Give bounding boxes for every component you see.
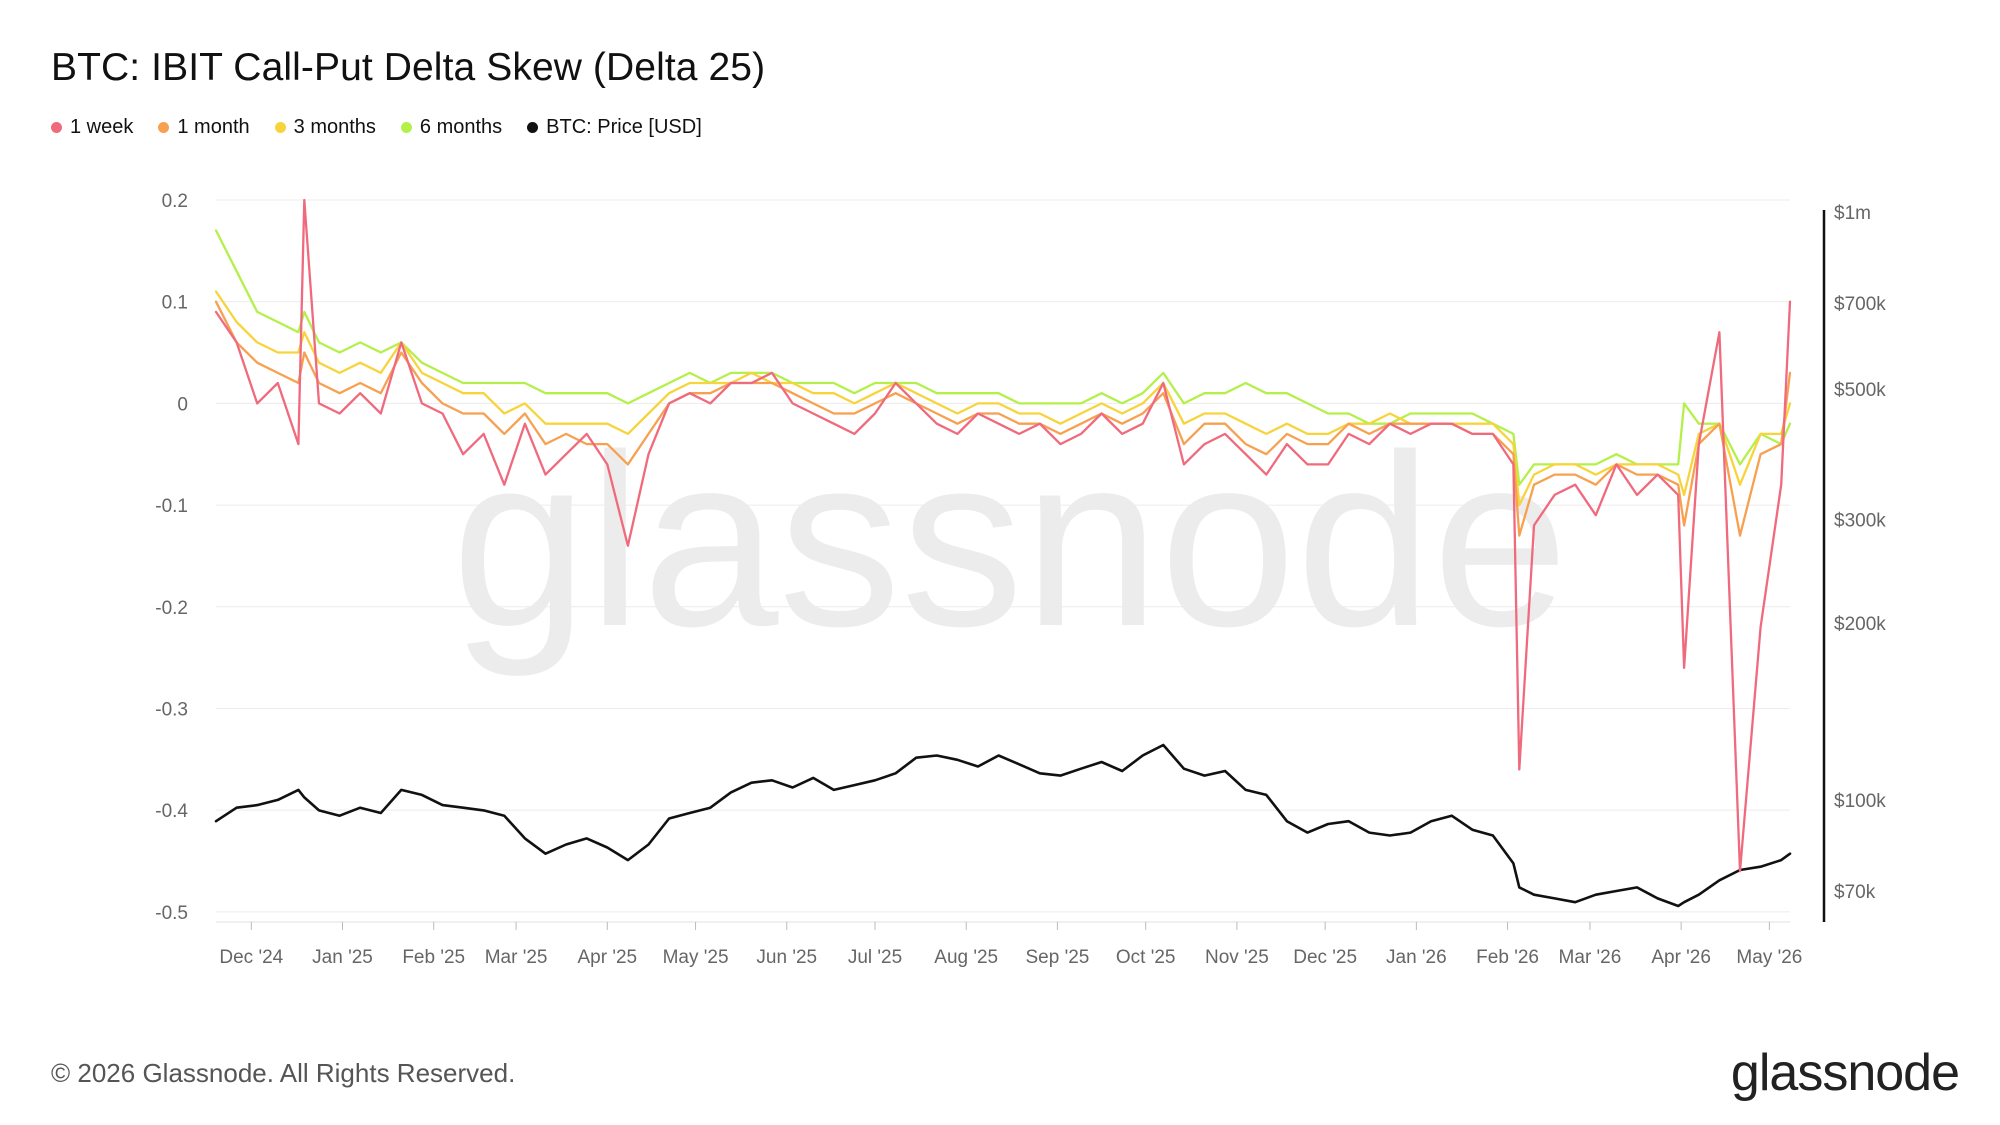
y-tick-label: -0.3 (155, 699, 188, 720)
legend-label: 6 months (419, 116, 503, 138)
y-tick-label: -0.1 (155, 496, 188, 517)
legend-label: 1 month (177, 116, 250, 138)
watermark-text: glassnode (452, 403, 1569, 677)
x-tick-label: Feb '25 (402, 947, 465, 968)
legend-item-3-months[interactable]: 3 months (274, 116, 376, 139)
chart-title: BTC: IBIT Call-Put Delta Skew (Delta 25) (51, 46, 766, 89)
series-line-1-month (214, 300, 1792, 537)
x-tick-label: Dec '25 (1293, 947, 1357, 968)
x-tick-label: Mar '26 (1559, 947, 1622, 968)
x-tick-label: Dec '24 (219, 947, 283, 968)
legend-item-1-week[interactable]: 1 week (51, 116, 133, 139)
legend-dot-icon (274, 122, 286, 133)
legend-label: BTC: Price [USD] (546, 116, 702, 138)
x-tick-label: Apr '26 (1651, 947, 1711, 968)
x-tick-label: Jun '25 (756, 947, 817, 968)
y-axis-left: 0.2 0.1 0 -0.1 -0.2 -0.3 -0.4 -0.5 (155, 191, 188, 924)
y-tick-label: -0.2 (155, 598, 188, 619)
y-right-tick-label: $70k (1834, 882, 1876, 903)
y-tick-label: 0.1 (162, 293, 188, 314)
x-tick-label: Jul '25 (848, 947, 902, 968)
y-tick-label: -0.4 (155, 801, 188, 822)
legend-dot-icon (400, 122, 412, 133)
x-tick-label: May '26 (1736, 947, 1802, 968)
series-line-3-months (214, 290, 1792, 507)
y-right-tick-label: $500k (1834, 380, 1886, 401)
y-right-tick-label: $100k (1834, 791, 1886, 812)
series-line-6-months (214, 229, 1792, 486)
legend-label: 3 months (293, 116, 376, 138)
legend-label: 1 week (70, 116, 134, 138)
x-tick-label: Mar '25 (485, 947, 548, 968)
y-right-tick-label: $200k (1834, 614, 1886, 635)
y-right-tick-label: $700k (1834, 294, 1886, 315)
x-axis: Dec '24 Jan '25 Feb '25 Mar '25 Apr '25 May '… (216, 921, 1802, 968)
legend-item-1-month[interactable]: 1 month (158, 116, 250, 139)
x-tick-label: Nov '25 (1205, 947, 1269, 968)
series-line-1-week (214, 198, 1792, 873)
legend-dot-icon (51, 122, 62, 133)
x-tick-label: Apr '25 (577, 947, 637, 968)
x-tick-label: Jan '25 (312, 947, 373, 968)
x-tick-label: Feb '26 (1476, 947, 1539, 968)
x-tick-label: Aug '25 (934, 947, 998, 968)
series-line-btc-price-usd- (214, 743, 1792, 908)
y-right-tick-label: $300k (1834, 510, 1886, 531)
y-tick-label: -0.5 (155, 903, 188, 924)
legend: 1 week 1 month 3 months 6 months BTC: Pr… (51, 116, 702, 139)
y-tick-label: 0 (177, 394, 188, 415)
glassnode-logo[interactable]: glassnode (1730, 1044, 1960, 1102)
x-tick-label: Jan '26 (1386, 947, 1447, 968)
x-tick-label: Sep '25 (1025, 947, 1089, 968)
series-lines (214, 198, 1792, 908)
y-right-tick-label: $1m (1834, 203, 1871, 224)
legend-item-btc-price[interactable]: BTC: Price [USD] (527, 116, 702, 139)
y-axis-right: $1m $700k $500k $300k $200k $100k $70k (1822, 203, 1886, 922)
x-tick-label: May '25 (663, 947, 729, 968)
legend-dot-icon (527, 122, 539, 133)
x-tick-label: Oct '25 (1116, 947, 1176, 968)
legend-dot-icon (158, 122, 170, 133)
y-tick-label: 0.2 (162, 191, 188, 212)
grid-lines (216, 199, 1790, 913)
legend-item-6-months[interactable]: 6 months (400, 116, 503, 139)
copyright-footer: © 2026 Glassnode. All Rights Reserved. (51, 1058, 516, 1088)
